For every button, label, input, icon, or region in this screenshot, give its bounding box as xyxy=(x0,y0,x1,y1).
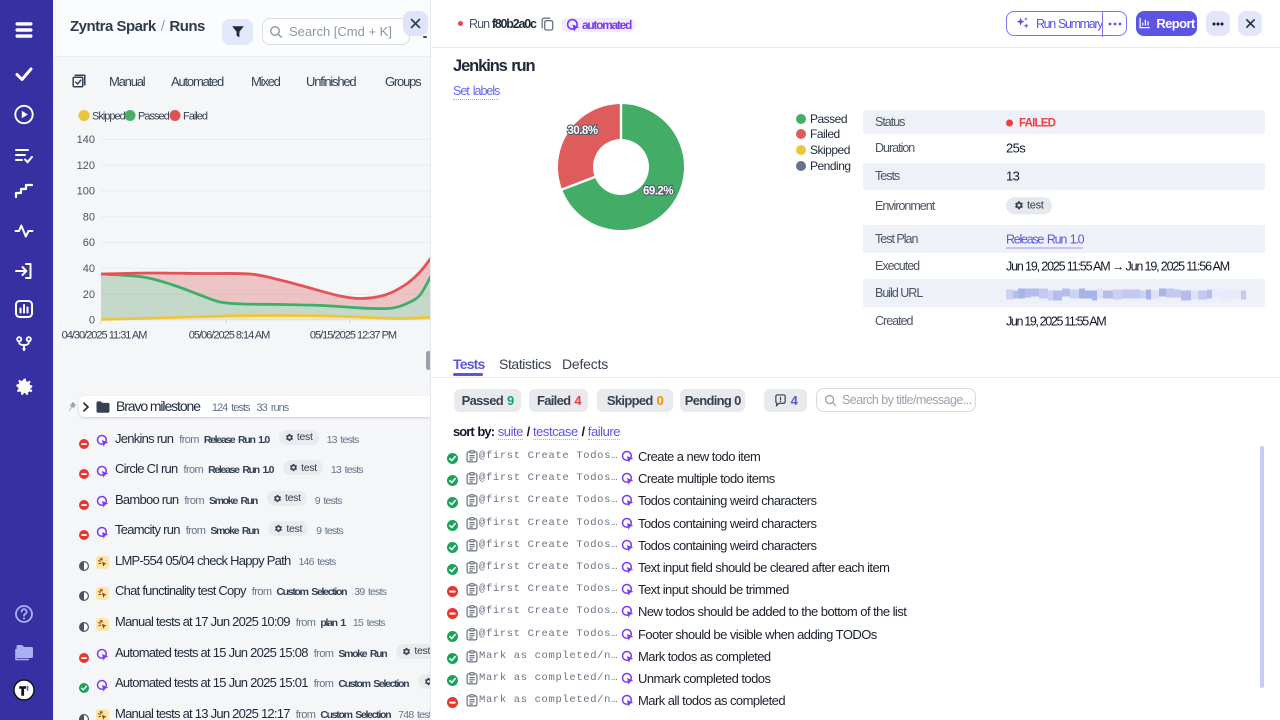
svg-text:04/30/2025 11:31 AM: 04/30/2025 11:31 AM xyxy=(62,330,148,342)
svg-text:60: 60 xyxy=(83,237,95,249)
svg-text:100: 100 xyxy=(77,186,95,198)
svg-text:05/15/2025 12:37 PM: 05/15/2025 12:37 PM xyxy=(310,330,397,342)
svg-text:05/06/2025 8:14 AM: 05/06/2025 8:14 AM xyxy=(189,330,270,342)
svg-text:0: 0 xyxy=(89,315,95,327)
svg-text:140: 140 xyxy=(77,134,95,146)
svg-text:40: 40 xyxy=(83,263,95,275)
svg-text:69.2%: 69.2% xyxy=(643,186,673,198)
svg-text:80: 80 xyxy=(83,211,95,223)
svg-text:120: 120 xyxy=(77,160,95,172)
svg-text:Skipped: Skipped xyxy=(92,111,126,123)
svg-text:Failed: Failed xyxy=(183,111,208,123)
svg-text:Passed: Passed xyxy=(138,111,170,123)
svg-text:20: 20 xyxy=(83,289,95,301)
svg-text:30.8%: 30.8% xyxy=(567,125,597,137)
